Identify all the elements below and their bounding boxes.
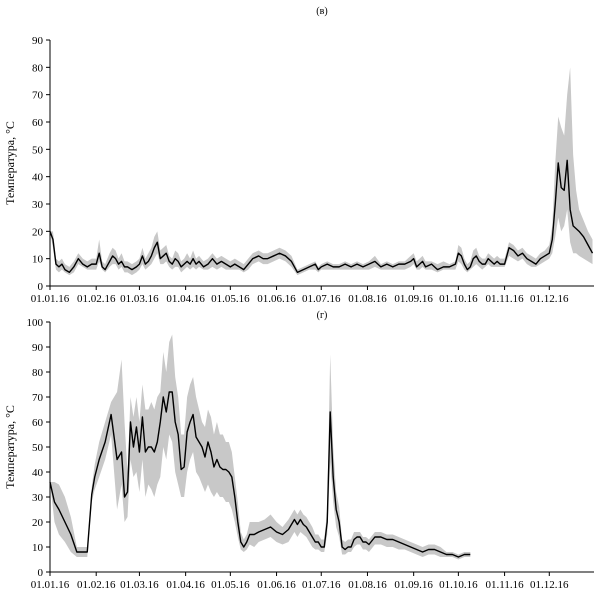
y-tick-label: 60 (32, 417, 44, 429)
y-tick-label: 100 (27, 317, 44, 329)
x-tick-label: 01.06.16 (257, 293, 296, 305)
y-tick-label: 10 (32, 542, 44, 554)
series-range-band (50, 67, 593, 276)
y-tick-label: 40 (32, 467, 44, 479)
y-tick-label: 50 (32, 144, 44, 156)
series-line (49, 159, 594, 274)
x-tick-label: 01.12.16 (530, 293, 569, 305)
y-tick-label: 60 (32, 117, 44, 129)
x-tick-label: 01.09.16 (394, 293, 433, 305)
x-tick-label: 01.07.16 (302, 579, 341, 591)
x-tick-label: 01.10.16 (439, 293, 478, 305)
x-tick-label: 01.11.16 (486, 293, 525, 305)
x-tick-label: 01.12.16 (530, 579, 569, 591)
panel-label: (г) (317, 310, 328, 321)
y-tick-label: 0 (38, 567, 44, 579)
y-tick-label: 90 (32, 35, 44, 47)
x-tick-label: 01.10.16 (439, 579, 478, 591)
x-tick-label: 01.07.16 (302, 293, 341, 305)
y-tick-label: 80 (32, 367, 44, 379)
y-tick-label: 40 (32, 172, 44, 184)
x-tick-label: 01.03.16 (120, 293, 159, 305)
x-tick-label: 01.02.16 (77, 293, 116, 305)
x-tick-label: 01.04.16 (166, 579, 205, 591)
x-tick-label: 01.02.16 (77, 579, 116, 591)
y-tick-label: 90 (32, 342, 44, 354)
y-tick-label: 30 (32, 492, 44, 504)
y-tick-label: 10 (32, 254, 44, 266)
chart-panel-lower: (г) Температура, °С 0 10 20 30 40 50 60 70 80 90 100… (3, 310, 594, 591)
x-tick-label: 01.05.16 (211, 579, 250, 591)
panel-label: (в) (316, 6, 327, 17)
y-axis-title: Температура, °С (3, 121, 17, 205)
y-tick-label: 20 (32, 226, 44, 238)
x-tick-label: 01.03.16 (120, 579, 159, 591)
y-tick-label: 0 (38, 281, 44, 293)
x-tick-label: 01.08.16 (348, 579, 387, 591)
y-tick-label: 30 (32, 199, 44, 211)
y-tick-label: 80 (32, 62, 44, 74)
x-tick-label: 01.05.16 (211, 293, 250, 305)
y-tick-label: 20 (32, 517, 44, 529)
x-tick-label: 01.08.16 (348, 293, 387, 305)
x-tick-label: 01.06.16 (257, 579, 296, 591)
x-tick-label: 01.01.16 (31, 293, 70, 305)
x-tick-label: 01.11.16 (486, 579, 525, 591)
chart-panel-upper: (в) Температура, °С 0 10 20 30 40 50 60 70 80 90 01.… (3, 6, 594, 305)
series-range-band (50, 334, 471, 560)
y-tick-label: 50 (32, 442, 44, 454)
y-axis-title: Температура, °С (3, 405, 17, 489)
y-tick-label: 70 (32, 90, 44, 102)
y-tick-label: 70 (32, 392, 44, 404)
series-line (49, 391, 471, 558)
x-tick-label: 01.01.16 (31, 579, 70, 591)
x-tick-label: 01.04.16 (166, 293, 205, 305)
x-tick-label: 01.09.16 (394, 579, 433, 591)
